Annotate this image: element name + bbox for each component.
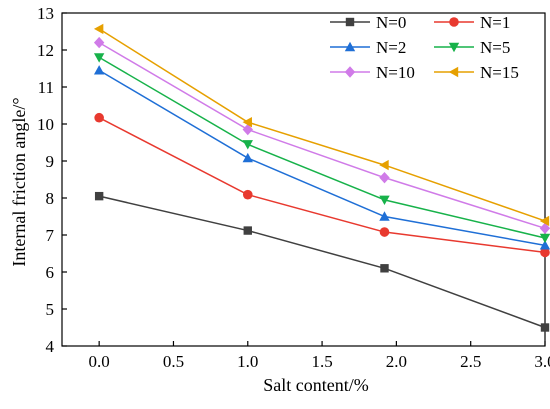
legend-label: N=10 xyxy=(376,63,415,82)
y-tick-label: 4 xyxy=(46,337,55,356)
data-point xyxy=(539,240,550,250)
data-point xyxy=(94,112,104,123)
legend-marker xyxy=(449,17,459,27)
legend-label: N=5 xyxy=(480,38,510,57)
data-point xyxy=(242,152,253,163)
series-n10 xyxy=(93,36,550,235)
x-tick-label: 2.5 xyxy=(460,352,481,371)
series-n5 xyxy=(93,53,550,244)
legend: N=0 N=1 N=2 N=5 N=10 N=15 xyxy=(330,13,519,82)
x-tick-label: 1.0 xyxy=(237,352,258,371)
series-line xyxy=(98,195,546,329)
series-layer xyxy=(93,23,550,332)
data-point xyxy=(242,123,253,136)
y-tick-label: 6 xyxy=(46,263,55,282)
series-line xyxy=(98,117,546,254)
legend-item: N=1 xyxy=(434,13,510,32)
data-point xyxy=(93,53,105,63)
legend-marker xyxy=(448,42,460,53)
series-n1 xyxy=(94,112,550,258)
series-line xyxy=(98,41,546,230)
legend-marker xyxy=(344,41,356,52)
data-point xyxy=(379,227,390,237)
data-point xyxy=(539,233,550,244)
legend-label: N=1 xyxy=(480,13,510,32)
y-tick-label: 5 xyxy=(46,300,55,319)
data-point xyxy=(93,23,104,35)
data-point xyxy=(93,36,105,49)
legend-label: N=15 xyxy=(480,63,519,82)
data-point xyxy=(379,159,389,171)
y-tick-label: 8 xyxy=(46,189,55,208)
data-point xyxy=(379,171,390,184)
series-n2 xyxy=(93,65,550,250)
axes: 0.0 0.5 1.0 1.5 2.0 2.5 3.0 4 5 6 7 8 9 10 11 12 13 xyxy=(37,4,550,371)
y-tick-label: 9 xyxy=(46,152,55,171)
plot-frame xyxy=(61,12,546,347)
legend-label: N=0 xyxy=(376,13,406,32)
data-point xyxy=(540,323,550,332)
data-point xyxy=(379,211,390,221)
data-point xyxy=(242,116,252,128)
x-tick-label: 0.0 xyxy=(89,352,110,371)
legend-item: N=15 xyxy=(434,63,519,82)
series-line xyxy=(98,56,546,239)
data-point xyxy=(380,264,389,273)
legend-marker xyxy=(344,66,356,78)
x-tick-label: 2.0 xyxy=(386,352,407,371)
data-point xyxy=(242,140,253,150)
legend-item: N=2 xyxy=(330,38,406,57)
x-tick-label: 3.0 xyxy=(534,352,550,371)
series-n0 xyxy=(94,191,550,332)
series-line xyxy=(98,69,546,247)
series-n15 xyxy=(93,23,550,227)
data-point xyxy=(243,226,252,235)
x-tick-label: 1.5 xyxy=(311,352,332,371)
y-tick-label: 7 xyxy=(46,226,55,245)
data-point xyxy=(242,189,253,200)
legend-item: N=5 xyxy=(434,38,510,57)
data-point xyxy=(379,195,390,206)
legend-item: N=10 xyxy=(330,63,415,82)
legend-marker xyxy=(448,66,459,78)
data-point xyxy=(540,247,550,258)
data-point xyxy=(93,65,105,75)
y-tick-label: 12 xyxy=(37,41,54,60)
data-point xyxy=(94,191,104,201)
y-tick-label: 11 xyxy=(38,78,54,97)
data-point xyxy=(539,215,550,227)
y-axis-title: Internal friction angle/° xyxy=(9,97,29,266)
legend-marker xyxy=(345,17,355,27)
data-point xyxy=(539,222,550,235)
y-tick-label: 10 xyxy=(37,115,54,134)
legend-item: N=0 xyxy=(330,13,406,32)
legend-label: N=2 xyxy=(376,38,406,57)
y-tick-label: 13 xyxy=(37,4,54,23)
series-line xyxy=(98,28,546,222)
x-axis-title: Salt content/% xyxy=(263,375,368,395)
plot-area xyxy=(61,12,546,347)
x-tick-label: 0.5 xyxy=(163,352,184,371)
